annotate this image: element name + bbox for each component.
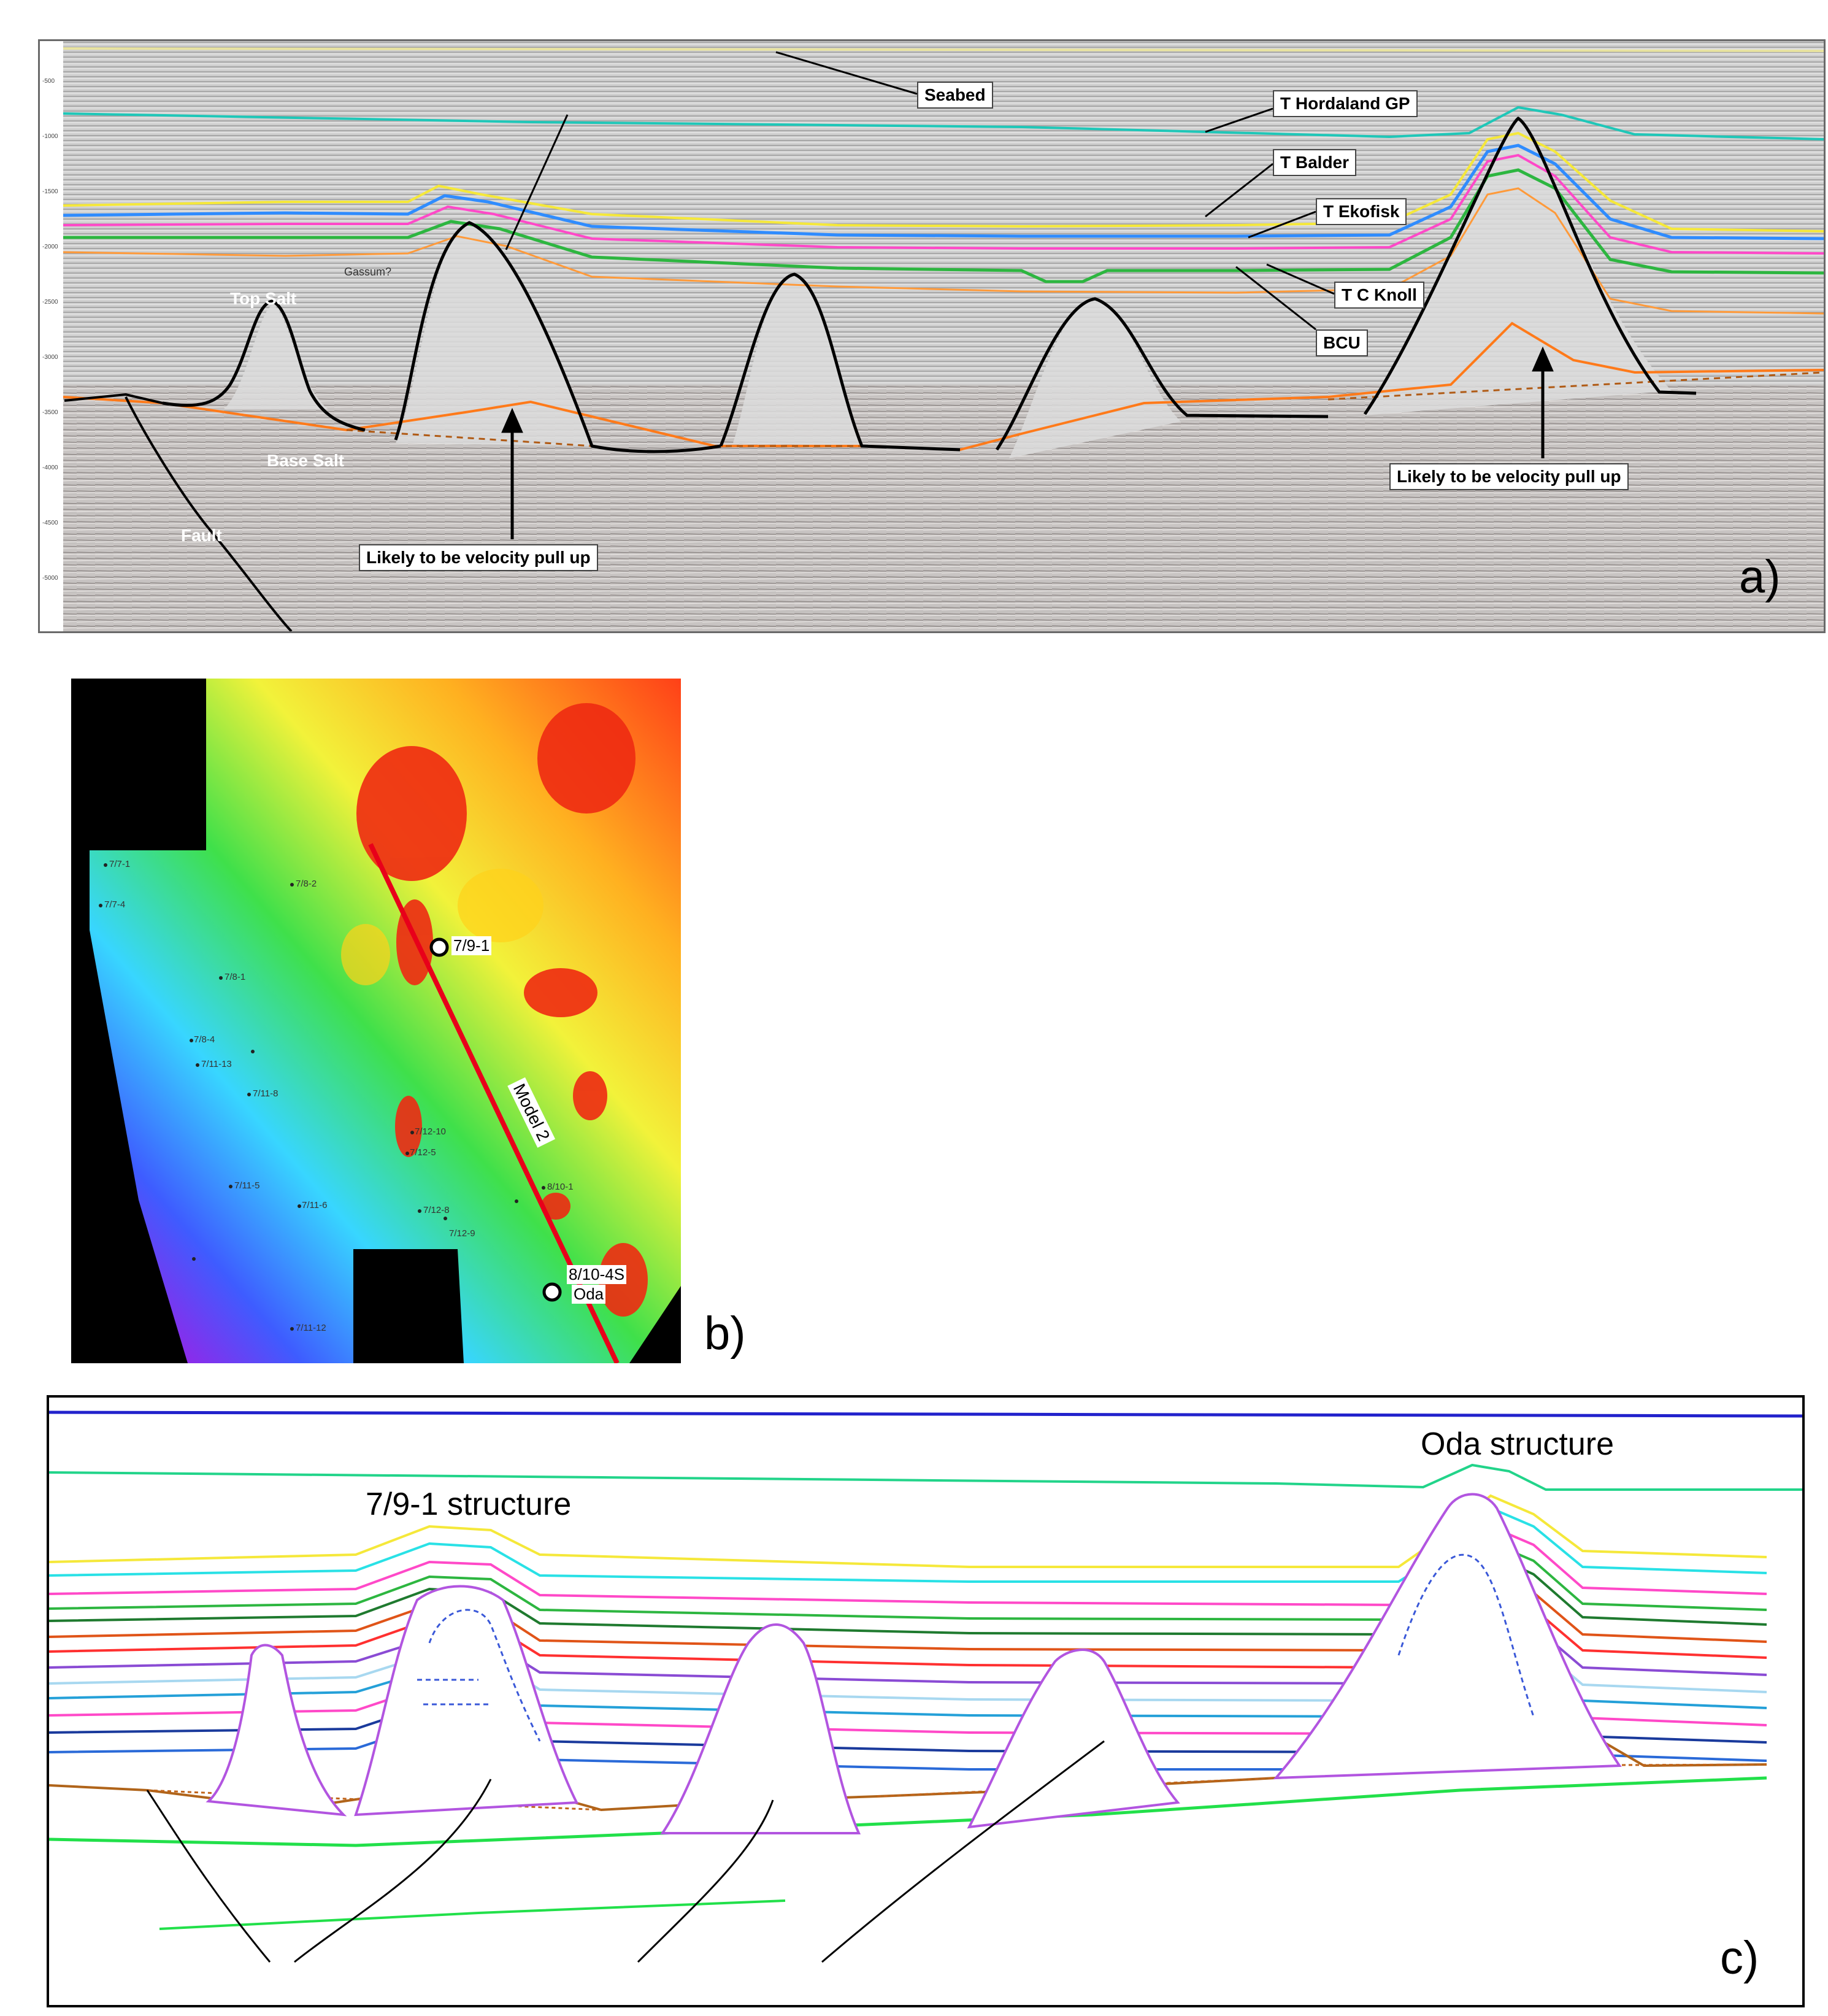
panel-c-letter: c) (1720, 1932, 1759, 1984)
well-label: 7/8-2 (296, 879, 317, 889)
panel-a-letter: a) (1739, 551, 1781, 603)
well-label: 7/12-9 (449, 1228, 475, 1239)
seabed-label: Seabed (917, 82, 993, 109)
well-label-oda: Oda (572, 1285, 606, 1304)
well-label: 7/11-5 (234, 1180, 260, 1191)
panel-b-letter: b) (704, 1307, 746, 1360)
seismic-section-panel: -500 -1000 -1500 -2000 -2500 -3000 -3500… (38, 39, 1826, 633)
map-panel: 7/9-1 8/10-4S Oda Model 2 7/7-1 7/7-4 7/… (71, 679, 681, 1363)
t-ekofisk-label: T Ekofisk (1316, 198, 1407, 225)
t-ekofisk-horizon (63, 153, 1824, 255)
t-c-knoll-horizon (63, 168, 1824, 283)
pull-up-arrows (501, 346, 1554, 539)
seabed-horizon (63, 47, 1824, 52)
t-hordaland-label: T Hordaland GP (1273, 90, 1418, 117)
t-balder-label: T Balder (1273, 149, 1357, 176)
seismic-section-svg (40, 41, 1824, 631)
well-label: 7/7-1 (109, 859, 131, 869)
depth-axis (40, 41, 63, 631)
fault-line (125, 396, 293, 631)
well-marker-8-10-4s (542, 1282, 562, 1302)
well-label: 7/11-8 (253, 1088, 278, 1099)
t-balder-horizon (63, 131, 1824, 233)
well-label: 7/8-1 (225, 972, 246, 982)
well-label: 7/8-4 (194, 1034, 215, 1045)
well-label: 7/12-8 (423, 1205, 450, 1215)
fault-label: Fault (181, 526, 222, 545)
structure-7-9-1-label: 7/9-1 structure (366, 1487, 572, 1522)
well-label-8-10-4s: 8/10-4S (567, 1265, 627, 1284)
model-panel: 7/9-1 structure Oda structure c) (47, 1395, 1805, 2007)
blue-horizon (63, 144, 1824, 240)
velocity-pull-up-left-label: Likely to be velocity pull up (359, 544, 598, 571)
t-hordaland-horizon (63, 106, 1824, 140)
well-marker-7-9-1 (429, 937, 449, 957)
subsalt-reflectors (63, 385, 1824, 631)
model-svg (49, 1410, 1802, 1963)
well-label-7-9-1: 7/9-1 (451, 936, 492, 955)
bcu-horizon (63, 187, 1824, 315)
velocity-pull-up-right-label: Likely to be velocity pull up (1389, 463, 1629, 490)
base-salt-label: Base Salt (267, 451, 345, 470)
well-label: 7/12-5 (410, 1147, 436, 1158)
gassum-label: Gassum? (344, 266, 392, 278)
well-label: 7/11-13 (201, 1059, 232, 1069)
well-label: 8/10-1 (547, 1182, 574, 1192)
corrected-base-salt (346, 371, 1824, 447)
bcu-label: BCU (1316, 329, 1368, 356)
salt-outlines (162, 116, 1697, 453)
t-c-knoll-label: T C Knoll (1334, 282, 1424, 309)
oda-structure-label: Oda structure (1421, 1426, 1615, 1462)
well-label: 7/11-12 (296, 1323, 326, 1333)
top-salt-label: Top Salt (230, 289, 297, 308)
depth-map-svg (90, 679, 681, 1363)
well-label: 7/7-4 (104, 899, 126, 910)
well-label: 7/12-10 (415, 1126, 446, 1137)
well-label: 7/11-6 (302, 1200, 328, 1210)
